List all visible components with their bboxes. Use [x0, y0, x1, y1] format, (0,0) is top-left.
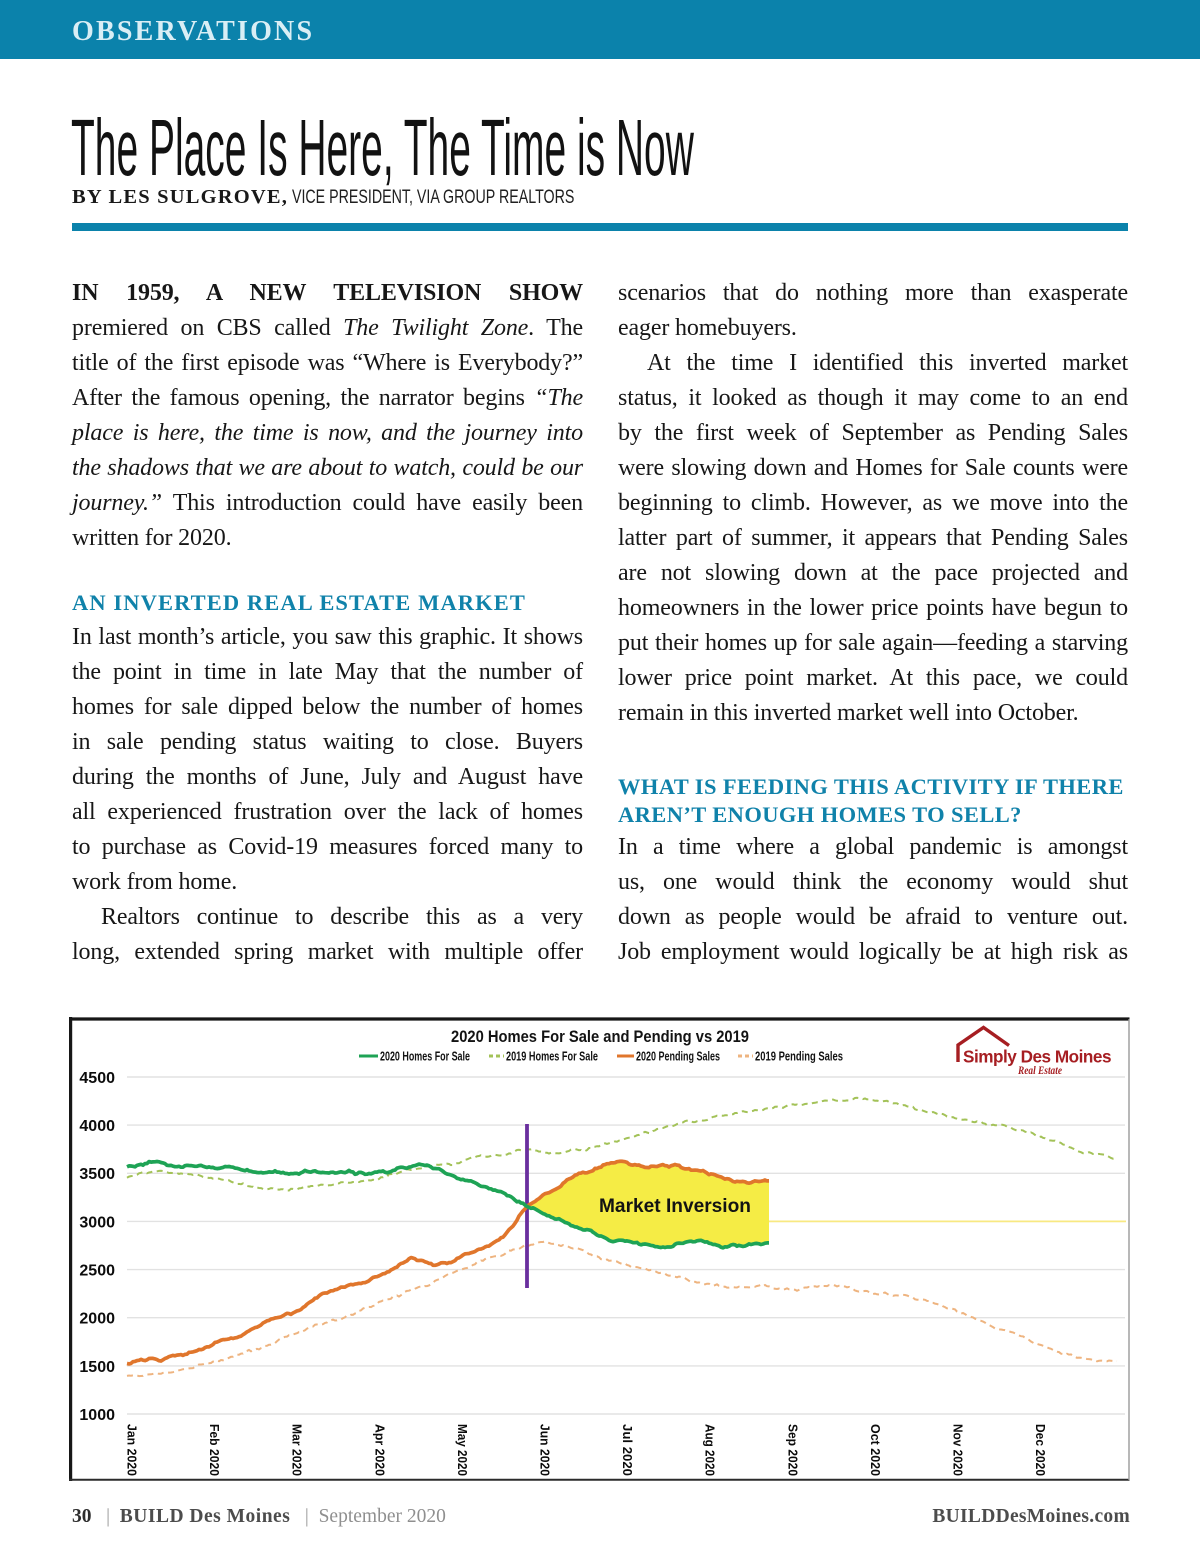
svg-text:4000: 4000 [79, 1118, 115, 1135]
svg-text:2019 Pending Sales: 2019 Pending Sales [755, 1050, 843, 1064]
svg-text:Aug 2020: Aug 2020 [703, 1424, 718, 1476]
svg-text:Oct 2020: Oct 2020 [868, 1424, 883, 1476]
svg-text:2500: 2500 [79, 1263, 115, 1280]
svg-text:Jan 2020: Jan 2020 [125, 1424, 140, 1476]
svg-text:Sep 2020: Sep 2020 [785, 1424, 800, 1476]
svg-text:Apr 2020: Apr 2020 [372, 1424, 387, 1476]
svg-text:Nov 2020: Nov 2020 [951, 1424, 966, 1476]
svg-text:2020 Pending Sales: 2020 Pending Sales [636, 1050, 720, 1064]
svg-text:Feb 2020: Feb 2020 [207, 1424, 222, 1476]
svg-text:3000: 3000 [79, 1214, 115, 1231]
svg-text:2020 Homes For Sale: 2020 Homes For Sale [380, 1050, 470, 1064]
svg-text:2019 Homes For Sale: 2019 Homes For Sale [506, 1050, 598, 1064]
svg-text:1500: 1500 [79, 1359, 115, 1376]
svg-text:Simply Des Moines: Simply Des Moines [963, 1047, 1112, 1067]
svg-text:3500: 3500 [79, 1166, 115, 1183]
svg-text:2020 Homes For Sale and Pendin: 2020 Homes For Sale and Pending vs 2019 [451, 1028, 749, 1046]
svg-text:Jun 2020: Jun 2020 [538, 1424, 553, 1476]
svg-text:4500: 4500 [79, 1070, 115, 1087]
svg-text:May 2020: May 2020 [455, 1424, 470, 1476]
svg-text:Real Estate: Real Estate [1017, 1063, 1062, 1077]
svg-text:Market Inversion: Market Inversion [599, 1195, 751, 1217]
svg-text:2000: 2000 [79, 1311, 115, 1328]
svg-text:Mar 2020: Mar 2020 [290, 1424, 305, 1476]
svg-text:Dec 2020: Dec 2020 [1033, 1424, 1048, 1476]
svg-text:Jul 2020: Jul 2020 [620, 1424, 635, 1476]
svg-text:1000: 1000 [79, 1407, 115, 1424]
